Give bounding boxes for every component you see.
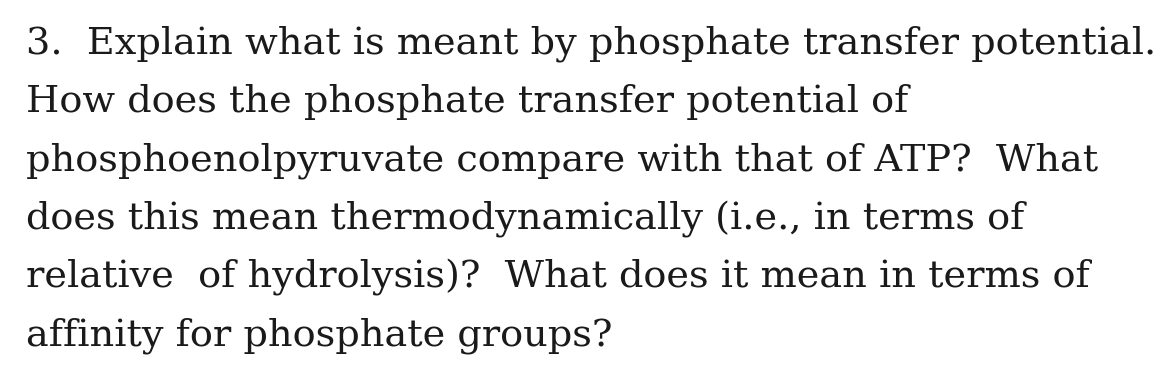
- Text: relative  of hydrolysis)?  What does it mean in terms of: relative of hydrolysis)? What does it me…: [26, 259, 1089, 296]
- Text: affinity for phosphate groups?: affinity for phosphate groups?: [26, 317, 612, 354]
- Text: does this mean thermodynamically (i.e., in terms of: does this mean thermodynamically (i.e., …: [26, 201, 1024, 238]
- Text: phosphoenolpyruvate compare with that of ATP?  What: phosphoenolpyruvate compare with that of…: [26, 142, 1097, 179]
- Text: How does the phosphate transfer potential of: How does the phosphate transfer potentia…: [26, 84, 908, 120]
- Text: 3.  Explain what is meant by phosphate transfer potential.: 3. Explain what is meant by phosphate tr…: [26, 26, 1156, 62]
